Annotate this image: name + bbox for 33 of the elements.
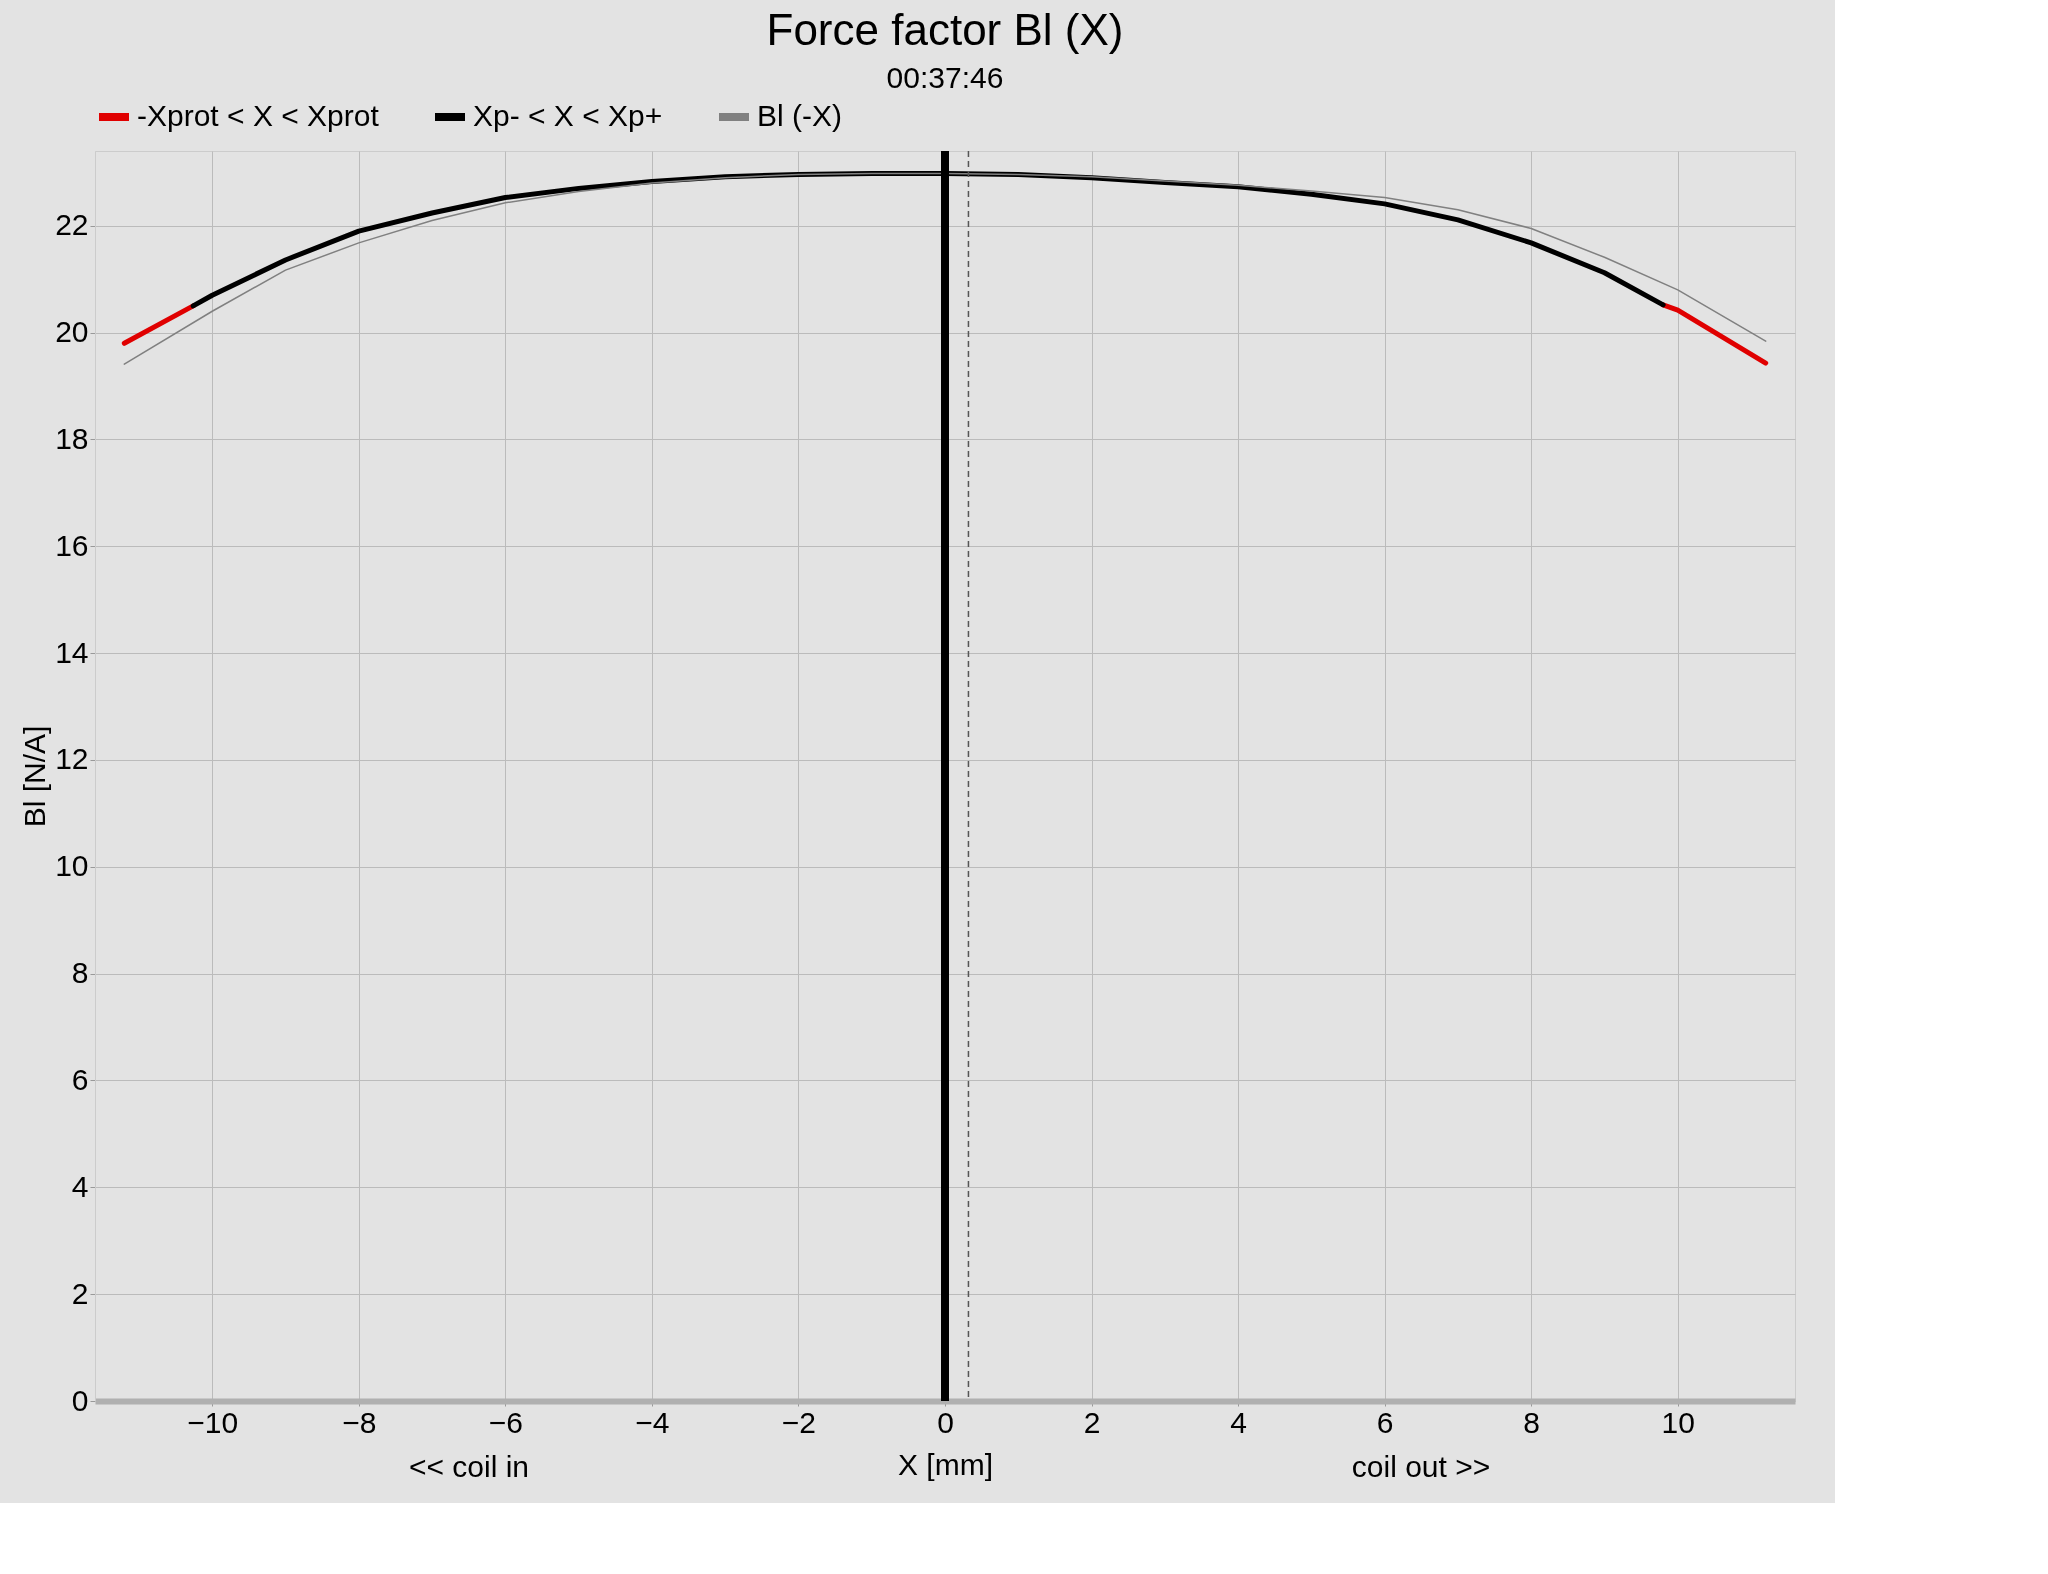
y-tick-label: 16 [55,528,89,562]
y-tick-label: 14 [55,635,89,669]
x-tick-label: −6 [488,1405,523,1439]
y-tick-label: 18 [55,421,89,455]
x-tick-label: 0 [937,1405,954,1439]
y-tick-label: 8 [71,956,89,990]
y-tick-label: 6 [71,1062,89,1096]
y-tick-label: 20 [55,315,89,349]
x-tick-label: −8 [342,1405,377,1439]
legend-label: Xp- < X < Xp+ [473,99,663,132]
chart-subtitle: 00:37:46 [886,61,1004,94]
y-tick-label: 0 [71,1383,89,1417]
line-series [123,172,1767,365]
y-axis-title: Bl [N/A] [18,725,52,828]
x-tick-label: −4 [635,1405,670,1439]
x-tick-label: 8 [1523,1405,1541,1439]
x-tick-label: −10 [187,1405,239,1439]
legend-label: Bl (-X) [757,99,842,132]
text: coil out >> [1351,1450,1491,1483]
y-tick-label: 12 [55,742,89,776]
x-axis-title: X [mm] [898,1447,993,1481]
y-tick-label: 10 [55,849,89,883]
x-tick-label: −2 [781,1405,817,1439]
y-tick-label: 2 [71,1276,89,1310]
y-tick-label: 4 [71,1169,89,1203]
text: << coil in [408,1450,530,1483]
x-tick-label: 6 [1376,1405,1394,1439]
x-tick-label: 10 [1661,1405,1695,1439]
chart-title: Force factor Bl (X) [766,5,1124,54]
y-tick-label: 22 [55,208,89,242]
x-tick-label: 2 [1083,1405,1101,1439]
legend-label: -Xprot < X < Xprot [137,99,380,132]
x-tick-label: 4 [1230,1405,1247,1439]
